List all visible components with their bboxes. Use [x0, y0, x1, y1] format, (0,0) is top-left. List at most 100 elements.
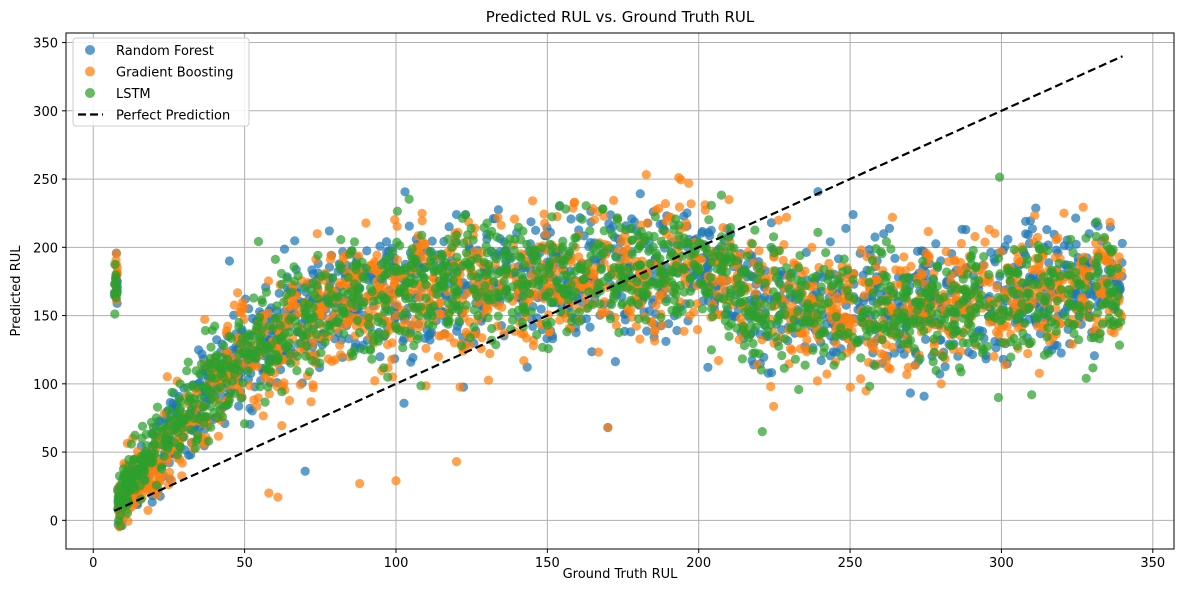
- data-point: [938, 351, 948, 362]
- data-point: [648, 242, 658, 252]
- data-point: [1040, 296, 1050, 306]
- data-point: [884, 223, 895, 233]
- data-point: [800, 360, 810, 370]
- data-point: [864, 277, 874, 287]
- data-point: [769, 401, 779, 411]
- data-point: [712, 264, 722, 274]
- data-point: [1059, 208, 1069, 218]
- data-point: [606, 300, 617, 310]
- data-point: [994, 329, 1004, 340]
- data-point: [531, 225, 541, 235]
- data-point: [215, 363, 225, 373]
- data-point: [876, 283, 886, 293]
- data-point: [468, 284, 478, 294]
- data-point: [476, 287, 486, 298]
- data-point: [1003, 234, 1013, 244]
- data-point: [996, 316, 1006, 326]
- x-tick-label: 250: [838, 556, 863, 571]
- data-point: [1078, 202, 1088, 212]
- data-point: [400, 308, 410, 318]
- data-point: [802, 335, 812, 345]
- data-point: [881, 237, 892, 247]
- data-point: [400, 326, 410, 336]
- data-point: [1089, 351, 1099, 361]
- data-point: [404, 221, 414, 231]
- data-point: [716, 190, 727, 200]
- data-point: [328, 273, 338, 283]
- data-point: [674, 202, 685, 212]
- data-point: [886, 244, 896, 254]
- data-point: [751, 322, 761, 332]
- data-point: [1053, 233, 1063, 243]
- data-point: [724, 194, 734, 205]
- data-point: [421, 343, 431, 353]
- data-point: [182, 366, 192, 376]
- data-point: [722, 301, 732, 311]
- data-point: [1022, 254, 1032, 264]
- data-point: [352, 316, 362, 326]
- data-point: [1039, 272, 1049, 282]
- data-point: [264, 488, 274, 498]
- data-point: [330, 355, 340, 365]
- data-point: [918, 256, 928, 266]
- data-point: [1071, 267, 1081, 277]
- data-point: [549, 297, 559, 307]
- data-point: [807, 242, 817, 252]
- data-point: [365, 283, 376, 293]
- data-point: [214, 400, 224, 410]
- legend-marker: [85, 45, 95, 55]
- data-point: [428, 321, 438, 331]
- data-point: [454, 316, 464, 326]
- data-point: [539, 209, 549, 219]
- data-point: [931, 365, 941, 376]
- data-point: [958, 285, 969, 295]
- data-point: [842, 285, 852, 295]
- data-point: [1009, 244, 1019, 255]
- data-point: [444, 222, 454, 232]
- data-point: [146, 417, 157, 427]
- data-point: [1021, 216, 1031, 226]
- data-point: [1069, 328, 1079, 339]
- data-point: [320, 270, 330, 280]
- data-point: [823, 275, 833, 285]
- data-point: [766, 381, 776, 392]
- data-point: [876, 307, 886, 317]
- data-point: [253, 236, 264, 247]
- data-point: [152, 402, 163, 412]
- data-point: [769, 232, 779, 242]
- data-point: [334, 314, 344, 324]
- data-point: [451, 457, 462, 467]
- data-point: [224, 256, 235, 266]
- data-point: [540, 218, 550, 228]
- data-point: [748, 338, 758, 349]
- data-point: [703, 362, 713, 372]
- data-point: [705, 231, 715, 241]
- data-point: [750, 225, 760, 235]
- data-point: [155, 423, 165, 433]
- data-point: [848, 209, 858, 220]
- data-point: [949, 281, 959, 291]
- data-points: [109, 170, 1127, 532]
- data-point: [609, 263, 619, 273]
- data-point: [417, 216, 427, 226]
- data-point: [919, 326, 929, 336]
- data-point: [320, 337, 330, 347]
- data-point: [612, 213, 623, 223]
- data-point: [541, 229, 551, 239]
- data-point: [421, 293, 431, 303]
- data-point: [444, 308, 454, 318]
- data-point: [757, 427, 767, 437]
- data-point: [507, 282, 517, 292]
- data-point: [257, 323, 268, 333]
- data-point: [414, 310, 424, 321]
- data-point: [407, 252, 417, 262]
- data-point: [114, 482, 124, 492]
- data-point: [1064, 299, 1074, 309]
- data-point: [649, 231, 659, 242]
- data-point: [400, 187, 410, 197]
- data-point: [487, 323, 497, 334]
- data-point: [571, 287, 581, 297]
- data-point: [533, 280, 543, 290]
- data-point: [596, 309, 606, 319]
- y-tick-label: 350: [33, 37, 58, 52]
